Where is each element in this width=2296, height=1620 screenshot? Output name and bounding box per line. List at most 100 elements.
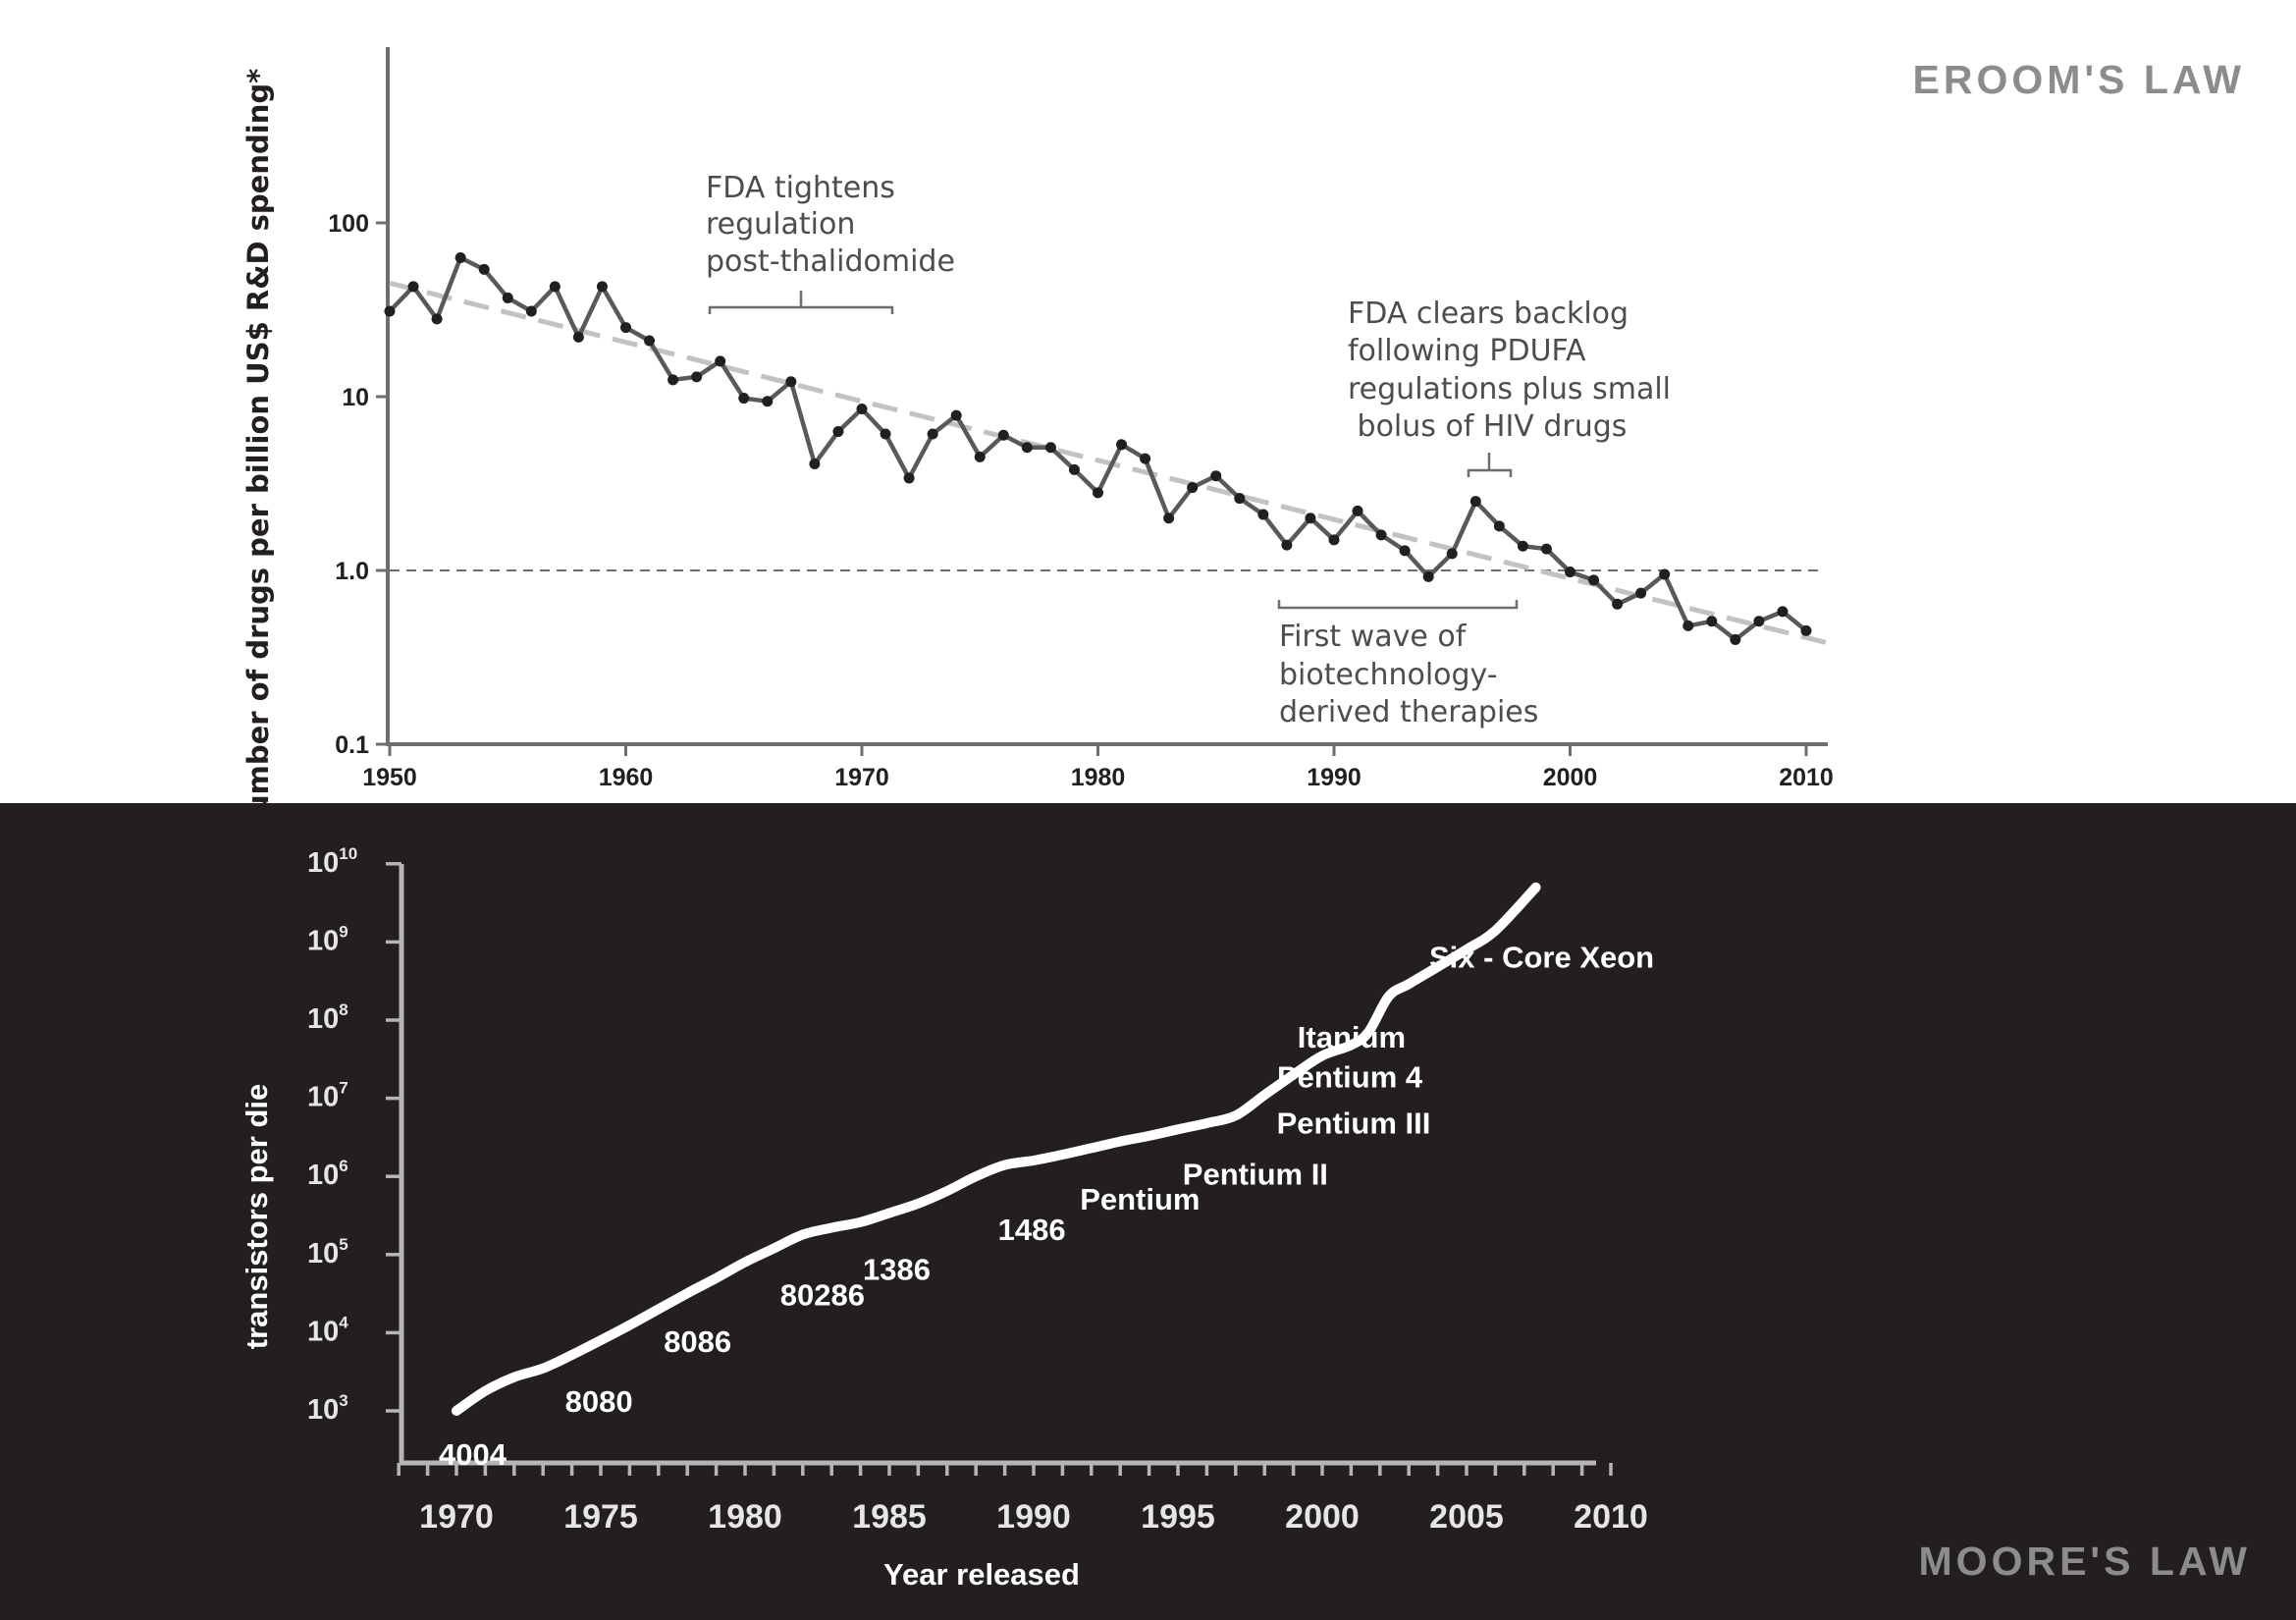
- annotation-fda-tightens-line-3: post-thalidomide: [706, 244, 955, 279]
- erooms-data-point: [572, 331, 584, 343]
- erooms-data-point: [1140, 453, 1151, 464]
- erooms-data-point: [1093, 487, 1103, 499]
- moores-x-tick-label: 1980: [708, 1498, 782, 1536]
- moores-chip-label: Itanium: [1298, 1020, 1406, 1054]
- erooms-data-point: [832, 426, 844, 438]
- erooms-data-point: [997, 429, 1009, 441]
- moores-curve: [452, 882, 1541, 1416]
- moores-chip-label: 8086: [664, 1324, 731, 1359]
- moores-chip-labels: 4004808080868028613861486PentiumPentium …: [439, 940, 1654, 1472]
- erooms-data-point: [1234, 493, 1246, 505]
- erooms-data-point: [1044, 442, 1056, 454]
- erooms-x-tick-label: 1990: [1307, 764, 1362, 791]
- erooms-x-tick-label: 1970: [834, 764, 889, 791]
- erooms-data-point: [407, 281, 419, 293]
- erooms-y-tick-label: 1.0: [335, 558, 369, 585]
- erooms-data-point: [1659, 568, 1671, 580]
- annotation-fda-tightens-line-1: FDA tightens: [706, 171, 895, 205]
- erooms-x-tick-label: 1950: [362, 764, 417, 791]
- erooms-data-point: [1565, 567, 1575, 578]
- erooms-data-point: [1682, 620, 1694, 631]
- moores-chip-label: Pentium: [1080, 1182, 1200, 1216]
- moores-y-tick-label: 105: [307, 1235, 348, 1269]
- erooms-data-point: [1422, 570, 1434, 582]
- erooms-data-point: [667, 374, 679, 386]
- moores-x-tick-label: 1985: [852, 1498, 927, 1536]
- moores-x-tick-label: 1995: [1141, 1498, 1215, 1536]
- annotation-biotech-line-3: derived therapies: [1279, 695, 1538, 729]
- moores-x-tick-label: 2000: [1285, 1498, 1360, 1536]
- erooms-data-point: [525, 305, 537, 317]
- erooms-data-point: [1352, 505, 1363, 516]
- erooms-data-point: [1612, 598, 1624, 610]
- erooms-data-points: [384, 252, 1812, 645]
- erooms-data-point: [1163, 513, 1175, 524]
- erooms-data-point: [644, 335, 656, 347]
- annotation-fda-clears-line-2: following PDUFA: [1348, 334, 1586, 368]
- erooms-data-point: [1021, 442, 1033, 454]
- moores-chip-label: Six - Core Xeon: [1429, 940, 1654, 974]
- erooms-y-tick-label: 0.1: [335, 731, 369, 759]
- erooms-data-point: [1305, 513, 1316, 524]
- moores-y-tick-label: 1010: [307, 844, 357, 879]
- erooms-data-point: [1635, 587, 1647, 599]
- moores-chip-label: 1386: [863, 1253, 931, 1287]
- erooms-data-point: [950, 409, 962, 421]
- erooms-data-point: [1328, 534, 1340, 546]
- moores-chip-label: 4004: [439, 1437, 507, 1472]
- annotation-fda-tightens-line-2: regulation: [706, 207, 855, 242]
- annotation-fda-clears-backlog: FDA clears backlog following PDUFA regul…: [1348, 297, 1671, 477]
- annotation-biotech-line-1: First wave of: [1279, 620, 1468, 654]
- moores-chip-label: Pentium III: [1277, 1107, 1431, 1141]
- erooms-y-ticks: 100 10 1.0 0.1: [328, 210, 388, 759]
- erooms-data-point: [1706, 616, 1718, 627]
- erooms-data-point: [1588, 574, 1600, 586]
- erooms-data-point: [1116, 439, 1128, 451]
- erooms-y-tick-label: 10: [342, 384, 369, 411]
- moores-y-tick-label: 107: [307, 1079, 348, 1113]
- erooms-data-point: [1730, 633, 1741, 645]
- erooms-data-point: [1446, 548, 1458, 560]
- annotation-fda-tightens: FDA tightens regulation post-thalidomide: [706, 171, 955, 314]
- erooms-data-point: [1469, 496, 1481, 508]
- moores-y-axis-title: transistors per die: [240, 1084, 274, 1349]
- erooms-data-point: [1187, 482, 1199, 494]
- annotation-fda-clears-line-3: regulations plus small: [1348, 372, 1671, 406]
- annotation-fda-clears-line-4: bolus of HIV drugs: [1348, 409, 1627, 444]
- moores-x-tick-label: 2005: [1429, 1498, 1504, 1536]
- annotation-biotech-wave: First wave of biotechnology- derived the…: [1277, 600, 1538, 729]
- erooms-data-point: [1068, 463, 1080, 475]
- annotation-fda-tightens-bracket: [708, 291, 894, 314]
- erooms-law-chart: EROOM'S LAW Number of drugs per billion …: [241, 47, 2241, 838]
- moores-law-chart: MOORE'S LAW transistors per die Year rel…: [240, 844, 2251, 1592]
- erooms-data-point: [762, 396, 774, 407]
- erooms-data-point: [1281, 539, 1293, 551]
- moores-x-tick-label: 1970: [419, 1498, 494, 1536]
- erooms-data-point: [1257, 509, 1269, 520]
- erooms-data-point: [880, 428, 891, 440]
- erooms-data-point: [1375, 529, 1387, 541]
- moores-x-tick-label: 1975: [563, 1498, 638, 1536]
- erooms-data-point: [1540, 543, 1552, 555]
- erooms-data-point: [1777, 606, 1789, 618]
- erooms-data-point: [1399, 545, 1411, 557]
- moores-x-tick-label: 1990: [996, 1498, 1071, 1536]
- annotation-fda-clears-bracket: [1467, 453, 1513, 477]
- moores-chip-label: 80286: [780, 1277, 865, 1312]
- erooms-data-point: [549, 281, 561, 293]
- moores-x-tick-label: 2010: [1574, 1498, 1648, 1536]
- erooms-data-point: [1753, 616, 1765, 627]
- erooms-data-point: [1493, 520, 1505, 532]
- erooms-data-point: [903, 472, 915, 484]
- moores-chip-label: Pentium 4: [1277, 1060, 1423, 1095]
- erooms-x-tick-label: 1960: [599, 764, 654, 791]
- moores-y-tick-label: 109: [307, 922, 348, 956]
- erooms-data-point: [502, 292, 513, 303]
- annotation-fda-clears-line-1: FDA clears backlog: [1348, 297, 1629, 331]
- erooms-data-point: [974, 451, 986, 462]
- moores-law-title: MOORE'S LAW: [1919, 1539, 2251, 1584]
- moores-y-tick-label: 108: [307, 1000, 348, 1035]
- moores-y-tick-label: 106: [307, 1157, 348, 1191]
- annotation-biotech-bracket: [1277, 600, 1519, 610]
